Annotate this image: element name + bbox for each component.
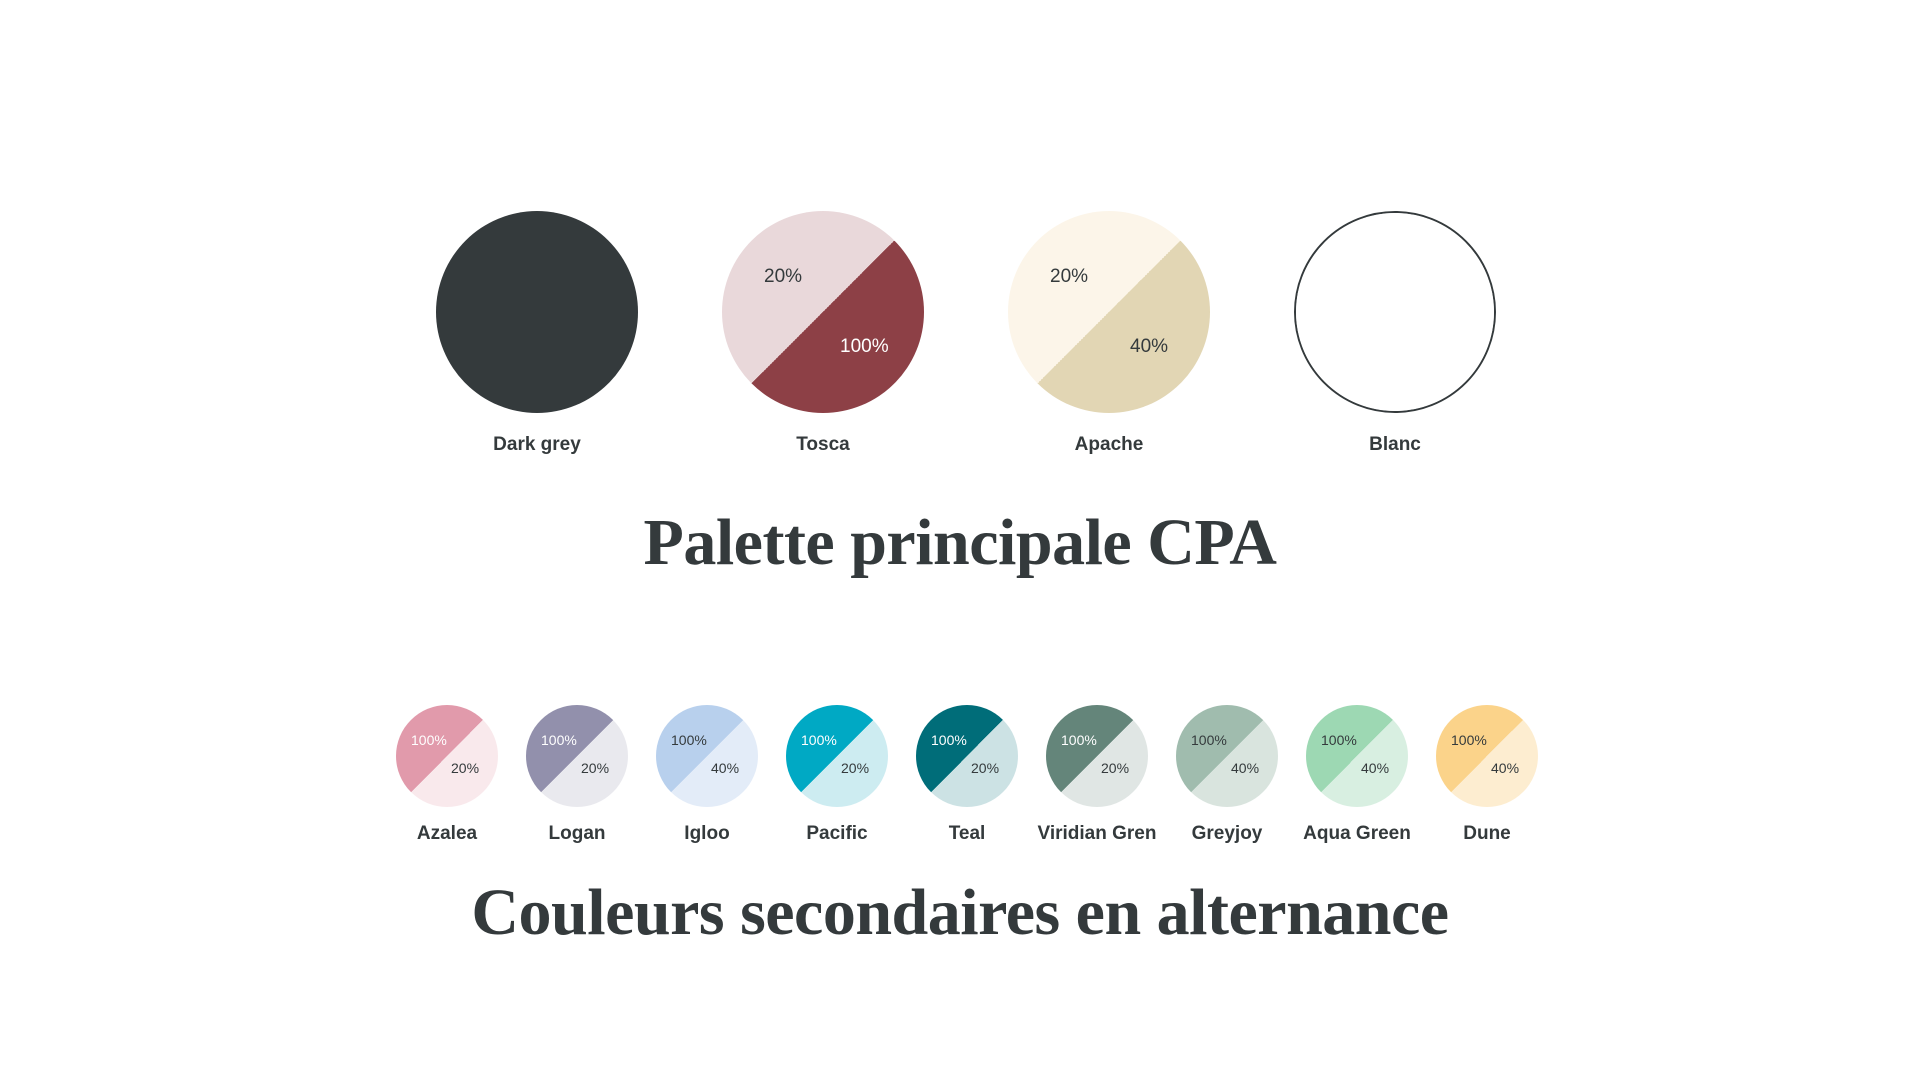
swatch-tosca-pct-b: 100% xyxy=(840,336,889,357)
swatch-dune: 100% 40% xyxy=(1436,705,1538,807)
swatch-tosca-pct-a: 20% xyxy=(764,266,803,287)
swatch-apache-pct-b: 40% xyxy=(1130,336,1169,357)
swatch-viridian-gren-tint xyxy=(1046,705,1148,807)
swatch-pacific-tint xyxy=(786,705,888,807)
swatch-viridian-gren: 100% 20% xyxy=(1046,705,1148,807)
swatch-viridian-gren-pct-a: 100% xyxy=(1061,732,1097,748)
swatch-label-dark-grey: Dark grey xyxy=(493,434,581,455)
swatch-blanc-fill xyxy=(1296,213,1494,411)
swatch-dune-pct-b: 40% xyxy=(1491,760,1520,776)
swatch-azalea-pct-a: 100% xyxy=(411,732,447,748)
swatch-dune-pct-a: 100% xyxy=(1451,732,1487,748)
swatch-logan: 100% 20% xyxy=(526,705,628,807)
swatch-greyjoy-tint xyxy=(1176,705,1278,807)
swatch-label-pacific: Pacific xyxy=(806,823,868,844)
swatch-pacific-pct-b: 20% xyxy=(841,760,870,776)
swatch-teal: 100% 20% xyxy=(916,705,1018,807)
swatch-logan-pct-b: 20% xyxy=(581,760,610,776)
swatch-apache-pct-a: 20% xyxy=(1050,266,1089,287)
swatch-label-blanc: Blanc xyxy=(1369,434,1421,455)
swatch-igloo-pct-b: 40% xyxy=(711,760,740,776)
swatch-logan-tint xyxy=(526,705,628,807)
swatch-pacific-pct-a: 100% xyxy=(801,732,837,748)
swatch-label-dune: Dune xyxy=(1463,823,1511,844)
swatch-dark-grey xyxy=(436,211,638,413)
swatch-logan-pct-a: 100% xyxy=(541,732,577,748)
swatch-aqua-green-pct-a: 100% xyxy=(1321,732,1357,748)
swatch-azalea: 100% 20% xyxy=(396,705,498,807)
swatch-dune-tint xyxy=(1436,705,1538,807)
swatch-label-tosca: Tosca xyxy=(796,434,850,455)
swatch-label-apache: Apache xyxy=(1074,434,1144,455)
swatch-greyjoy: 100% 40% xyxy=(1176,705,1278,807)
swatch-label-aqua-green: Aqua Green xyxy=(1303,823,1411,844)
swatch-azalea-pct-b: 20% xyxy=(451,760,480,776)
swatch-label-teal: Teal xyxy=(948,823,986,844)
swatch-tosca-full xyxy=(722,211,924,413)
swatch-label-logan: Logan xyxy=(548,823,606,844)
swatch-igloo-tint xyxy=(656,705,758,807)
swatch-label-igloo: Igloo xyxy=(684,823,730,844)
swatch-igloo-pct-a: 100% xyxy=(671,732,707,748)
swatch-teal-tint xyxy=(916,705,1018,807)
swatch-aqua-green: 100% 40% xyxy=(1306,705,1408,807)
swatch-dark-grey-fill xyxy=(436,211,638,413)
swatch-label-greyjoy: Greyjoy xyxy=(1191,823,1263,844)
swatch-teal-pct-b: 20% xyxy=(971,760,1000,776)
swatch-pacific: 100% 20% xyxy=(786,705,888,807)
swatch-apache: 20% 40% xyxy=(1008,211,1210,413)
swatch-viridian-gren-pct-b: 20% xyxy=(1101,760,1130,776)
secondary-palette-title: Couleurs secondaires en alternance xyxy=(471,876,1449,949)
swatch-teal-pct-a: 100% xyxy=(931,732,967,748)
swatch-aqua-green-tint xyxy=(1306,705,1408,807)
swatch-igloo: 100% 40% xyxy=(656,705,758,807)
swatch-azalea-tint xyxy=(396,705,498,807)
main-palette-title: Palette principale CPA xyxy=(643,506,1277,579)
swatch-apache-full xyxy=(1008,211,1210,413)
swatch-blanc xyxy=(1294,211,1496,413)
swatch-label-viridian-gren: Viridian Gren xyxy=(1037,823,1157,844)
swatch-aqua-green-pct-b: 40% xyxy=(1361,760,1390,776)
swatch-label-azalea: Azalea xyxy=(416,823,478,844)
swatch-greyjoy-pct-b: 40% xyxy=(1231,760,1260,776)
swatch-greyjoy-pct-a: 100% xyxy=(1191,732,1227,748)
swatch-tosca: 20% 100% xyxy=(722,211,924,413)
